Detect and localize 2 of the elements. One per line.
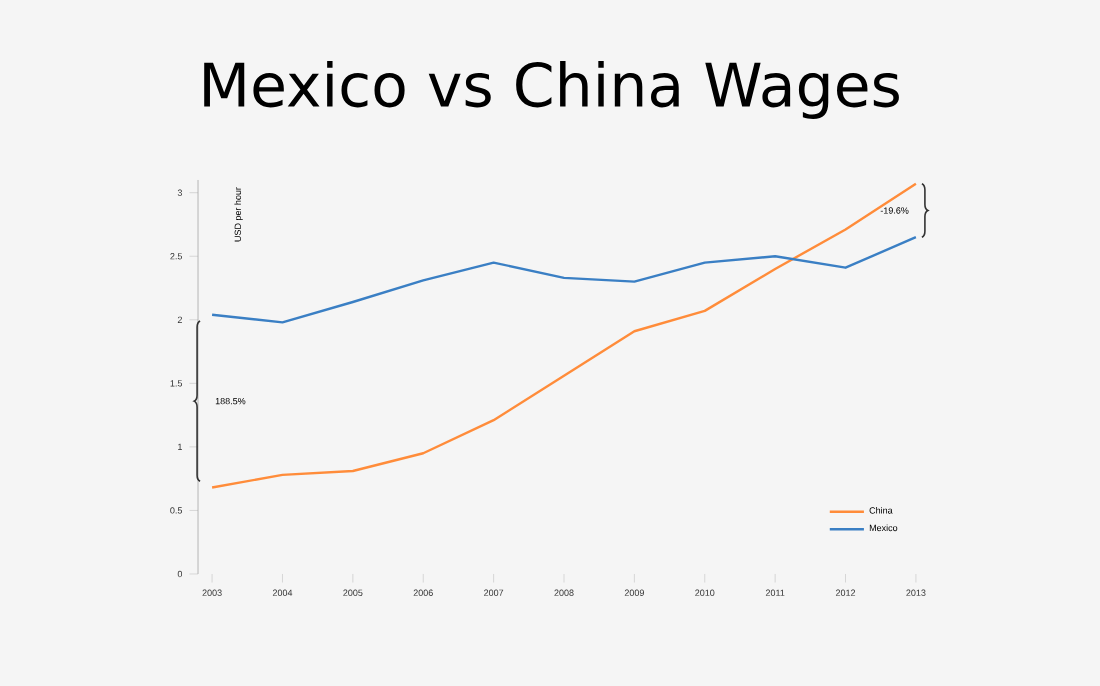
line-series [210, 182, 918, 489]
chart-title: Mexico vs China Wages [204, 60, 899, 120]
